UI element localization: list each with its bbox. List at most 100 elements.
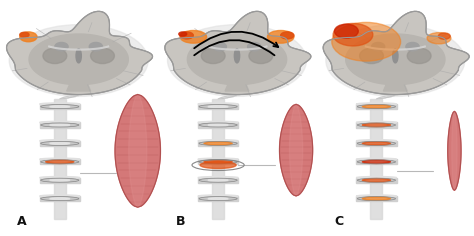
Ellipse shape: [372, 42, 385, 51]
Ellipse shape: [198, 103, 238, 105]
Polygon shape: [7, 11, 153, 95]
Ellipse shape: [407, 48, 431, 63]
Ellipse shape: [208, 143, 228, 144]
Ellipse shape: [357, 123, 395, 127]
Ellipse shape: [366, 198, 386, 200]
Polygon shape: [356, 159, 397, 164]
Polygon shape: [67, 82, 91, 91]
Polygon shape: [290, 104, 303, 196]
Ellipse shape: [198, 177, 238, 179]
Polygon shape: [40, 159, 80, 164]
Ellipse shape: [357, 141, 395, 145]
Ellipse shape: [41, 141, 79, 145]
Ellipse shape: [91, 48, 114, 63]
Ellipse shape: [357, 160, 395, 164]
Ellipse shape: [41, 123, 79, 127]
Ellipse shape: [20, 32, 37, 42]
Ellipse shape: [357, 197, 395, 201]
Ellipse shape: [356, 195, 397, 197]
Ellipse shape: [43, 48, 67, 63]
Ellipse shape: [362, 179, 391, 182]
Ellipse shape: [199, 178, 237, 182]
Polygon shape: [383, 82, 407, 91]
Ellipse shape: [179, 32, 187, 36]
Ellipse shape: [41, 105, 79, 109]
Ellipse shape: [362, 105, 391, 108]
Ellipse shape: [199, 123, 237, 127]
Ellipse shape: [55, 42, 68, 51]
Ellipse shape: [360, 48, 383, 63]
Ellipse shape: [46, 160, 74, 164]
Ellipse shape: [366, 124, 386, 126]
Ellipse shape: [427, 33, 451, 44]
Ellipse shape: [50, 179, 70, 181]
Ellipse shape: [89, 42, 102, 51]
Polygon shape: [212, 99, 224, 219]
Ellipse shape: [267, 30, 294, 43]
Polygon shape: [370, 99, 383, 219]
Ellipse shape: [392, 49, 398, 63]
Ellipse shape: [41, 160, 79, 164]
Polygon shape: [280, 104, 313, 196]
Text: A: A: [17, 215, 27, 228]
Ellipse shape: [50, 124, 70, 126]
Text: C: C: [334, 215, 343, 228]
Polygon shape: [198, 178, 238, 183]
Ellipse shape: [208, 106, 228, 108]
Ellipse shape: [198, 121, 238, 123]
Polygon shape: [356, 141, 397, 146]
Ellipse shape: [357, 178, 395, 182]
Ellipse shape: [406, 42, 419, 51]
Polygon shape: [198, 104, 238, 109]
Ellipse shape: [247, 42, 261, 51]
Ellipse shape: [332, 22, 401, 61]
Ellipse shape: [180, 30, 207, 43]
Ellipse shape: [326, 25, 465, 97]
Text: B: B: [175, 215, 185, 228]
Polygon shape: [115, 95, 160, 207]
Ellipse shape: [198, 158, 238, 160]
Polygon shape: [40, 141, 80, 146]
Polygon shape: [40, 196, 80, 201]
Ellipse shape: [199, 141, 237, 145]
Ellipse shape: [41, 178, 79, 182]
Ellipse shape: [335, 24, 358, 38]
Polygon shape: [356, 196, 397, 201]
Ellipse shape: [40, 121, 80, 123]
Polygon shape: [40, 178, 80, 183]
Polygon shape: [54, 99, 66, 219]
Ellipse shape: [40, 177, 80, 179]
Ellipse shape: [204, 160, 232, 164]
Polygon shape: [29, 34, 128, 85]
Ellipse shape: [362, 123, 391, 127]
Ellipse shape: [366, 161, 386, 163]
Polygon shape: [452, 111, 457, 190]
Ellipse shape: [40, 140, 80, 142]
Ellipse shape: [40, 103, 80, 105]
Ellipse shape: [366, 106, 386, 108]
Polygon shape: [198, 159, 238, 164]
Ellipse shape: [362, 142, 391, 145]
Polygon shape: [356, 178, 397, 183]
Ellipse shape: [198, 195, 238, 197]
Ellipse shape: [40, 158, 80, 160]
Polygon shape: [198, 122, 238, 128]
Ellipse shape: [234, 49, 240, 63]
Ellipse shape: [208, 124, 228, 126]
Ellipse shape: [208, 198, 228, 200]
Polygon shape: [225, 82, 249, 91]
Polygon shape: [198, 141, 238, 146]
Polygon shape: [356, 122, 397, 128]
Ellipse shape: [362, 160, 391, 164]
Ellipse shape: [76, 49, 82, 63]
Ellipse shape: [199, 197, 237, 201]
Ellipse shape: [50, 198, 70, 200]
Ellipse shape: [199, 160, 237, 164]
Ellipse shape: [281, 32, 294, 39]
Ellipse shape: [201, 48, 225, 63]
Ellipse shape: [356, 121, 397, 123]
Polygon shape: [40, 122, 80, 128]
Polygon shape: [448, 111, 461, 190]
Ellipse shape: [356, 158, 397, 160]
Ellipse shape: [50, 161, 70, 163]
